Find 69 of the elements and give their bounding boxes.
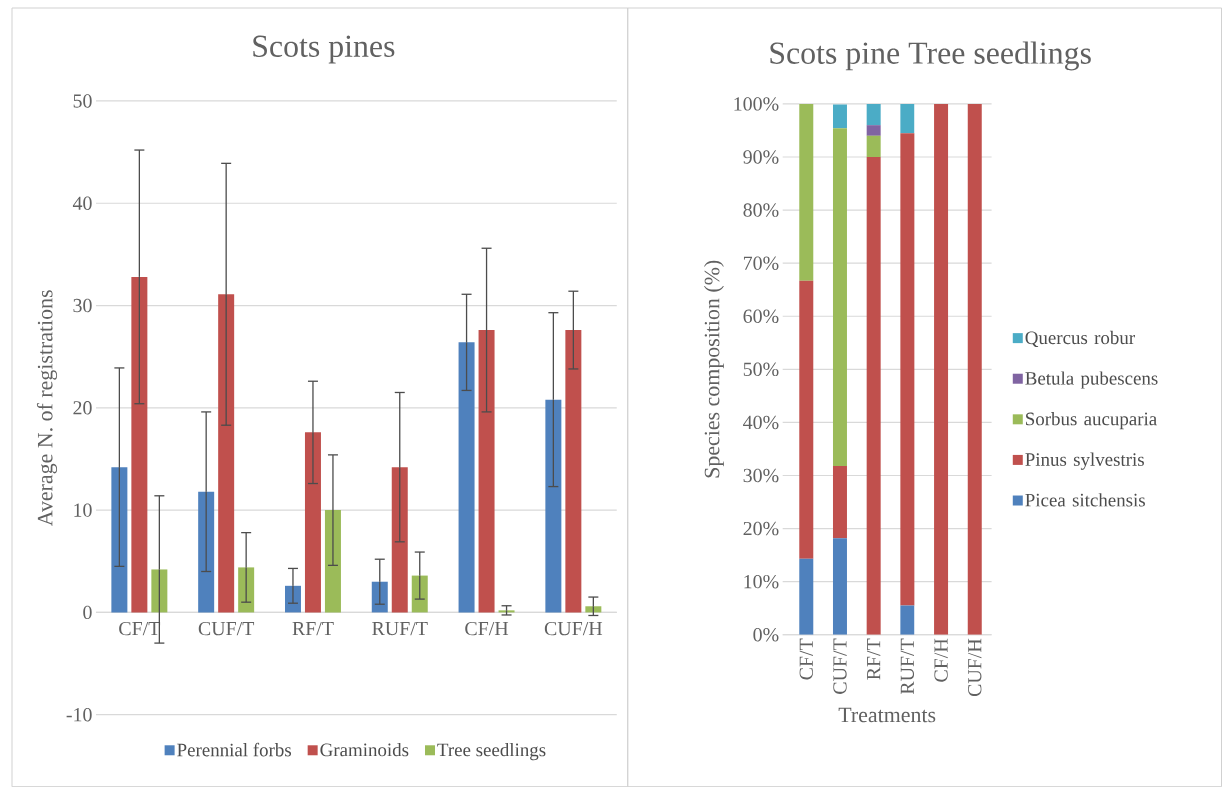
- x-axis-title: Treatments: [838, 707, 936, 723]
- legend-label: Tree seedlings: [437, 742, 546, 761]
- x-tick-label: CUF/H: [968, 638, 982, 697]
- y-tick-label: 20: [73, 401, 92, 415]
- bar: [585, 606, 602, 613]
- y-tick-label: 30: [73, 298, 92, 313]
- y-axis-title: Average N. of registrations: [36, 290, 58, 526]
- x-tick-label: CUF/T: [198, 621, 255, 636]
- bar: [304, 432, 321, 613]
- bar: [866, 125, 881, 136]
- legend-label: Quercus robur: [1025, 330, 1135, 347]
- chart-title: Scots pine Tree seedlings: [770, 41, 1091, 71]
- y-tick-label: 10%: [744, 574, 779, 589]
- x-tick-label: RF/T: [292, 621, 334, 636]
- y-tick-label: 80%: [743, 203, 779, 217]
- legend-label: Pinus sylvestris: [1025, 452, 1144, 470]
- bar: [967, 103, 982, 635]
- bar: [832, 538, 847, 635]
- y-tick-label: 50: [73, 94, 92, 108]
- bar: [131, 276, 148, 613]
- bar: [832, 128, 847, 466]
- bar: [565, 330, 582, 613]
- bar: [900, 605, 915, 635]
- bar: [218, 294, 235, 613]
- y-tick-label: 90%: [743, 150, 779, 164]
- legend-label: Sorbus aucuparia: [1026, 411, 1157, 430]
- chart-title: Scots pines: [253, 35, 395, 64]
- bar: [832, 104, 847, 129]
- y-tick-label: 70%: [743, 256, 779, 270]
- legend-label: Graminoids: [320, 742, 409, 757]
- bar: [799, 103, 814, 281]
- bar: [934, 103, 949, 635]
- x-tick-label: CF/H: [465, 621, 509, 636]
- bar: [866, 135, 881, 157]
- bar: [799, 558, 814, 635]
- x-tick-label: CF/T: [119, 621, 161, 636]
- y-tick-label: -10: [66, 707, 92, 722]
- bar: [866, 103, 881, 126]
- bar: [832, 465, 847, 539]
- y-tick-label: 50%: [743, 362, 779, 377]
- x-tick-label: CUF/T: [833, 638, 847, 694]
- bar: [478, 330, 495, 613]
- legend-label: Perennial forbs: [177, 742, 292, 757]
- y-tick-label: 20%: [743, 521, 779, 536]
- y-tick-label: 10: [74, 503, 92, 517]
- bar: [900, 133, 915, 606]
- x-tick-label: CF/T: [799, 638, 813, 680]
- x-tick-label: CUF/H: [544, 621, 603, 636]
- legend-label: Betula pubescens: [1025, 371, 1158, 389]
- y-tick-label: 30%: [743, 468, 779, 483]
- x-tick-label: CF/H: [934, 638, 948, 682]
- bar: [498, 610, 515, 613]
- y-tick-label: 0%: [753, 627, 779, 642]
- bar: [458, 342, 475, 613]
- legend-label: Picea sitchensis: [1025, 493, 1145, 507]
- y-axis-title: Species composition (%): [704, 260, 724, 478]
- bar: [799, 280, 814, 559]
- bar: [866, 156, 881, 635]
- x-tick-label: RUF/T: [900, 638, 915, 695]
- y-tick-label: 40: [72, 196, 92, 210]
- bar: [545, 399, 562, 613]
- bar: [900, 103, 915, 134]
- bar: [151, 569, 168, 613]
- y-tick-label: 40%: [743, 415, 779, 430]
- y-tick-label: 0: [83, 605, 92, 620]
- x-tick-label: RUF/T: [372, 621, 428, 636]
- y-tick-label: 100%: [734, 97, 779, 111]
- x-tick-label: RF/T: [867, 638, 881, 680]
- y-tick-label: 60%: [743, 309, 779, 323]
